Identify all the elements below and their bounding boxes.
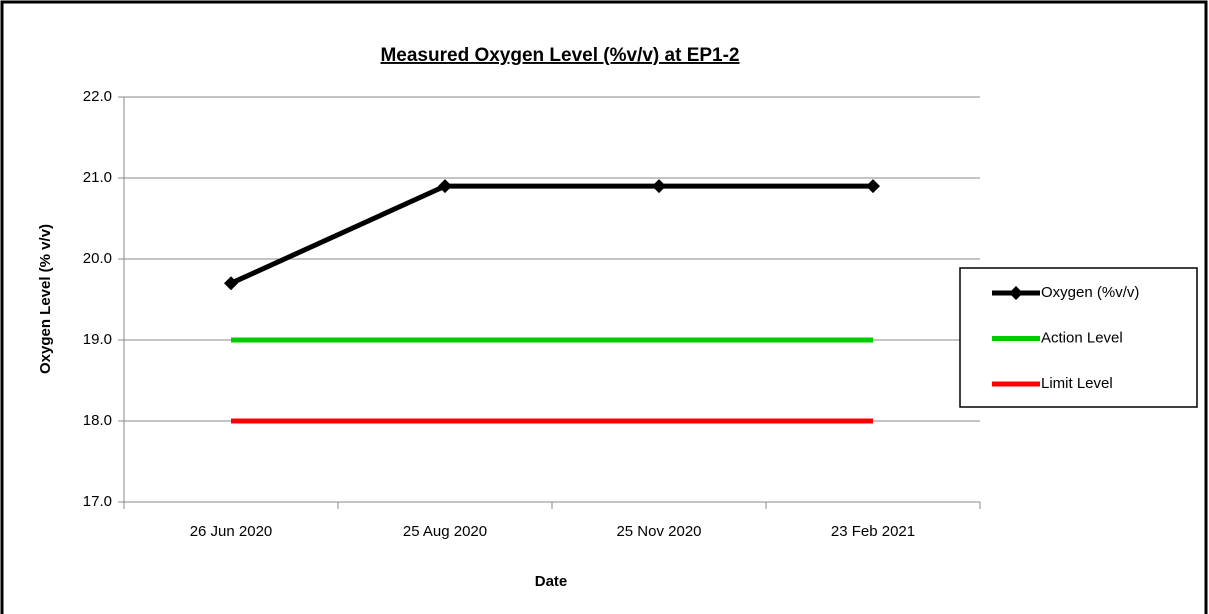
x-tick-label: 26 Jun 2020	[190, 523, 273, 540]
chart-title: Measured Oxygen Level (%v/v) at EP1-2	[380, 45, 739, 66]
point-marker	[652, 179, 666, 194]
x-tick-label: 25 Nov 2020	[616, 523, 701, 540]
y-tick-label: 17.0	[83, 493, 112, 510]
y-tick-label: 20.0	[83, 250, 112, 267]
y-tick-label: 21.0	[83, 169, 112, 186]
point-marker	[438, 179, 452, 194]
series-line	[229, 183, 873, 286]
y-tick-label: 19.0	[83, 331, 112, 348]
x-tick-label: 25 Aug 2020	[403, 523, 487, 540]
legend-label: Limit Level	[1041, 375, 1113, 392]
legend-label: Action Level	[1041, 329, 1123, 346]
y-tick-label: 22.0	[83, 88, 112, 105]
x-tick-label: 23 Feb 2021	[831, 523, 915, 540]
point-marker	[224, 276, 238, 291]
point-marker	[866, 179, 880, 194]
y-axis-label: Oxygen Level (% v/v)	[37, 224, 54, 374]
legend-marker	[1009, 286, 1023, 300]
y-tick-label: 18.0	[83, 412, 112, 429]
x-axis-label: Date	[535, 573, 568, 590]
legend-label: Oxygen (%v/v)	[1041, 284, 1139, 301]
